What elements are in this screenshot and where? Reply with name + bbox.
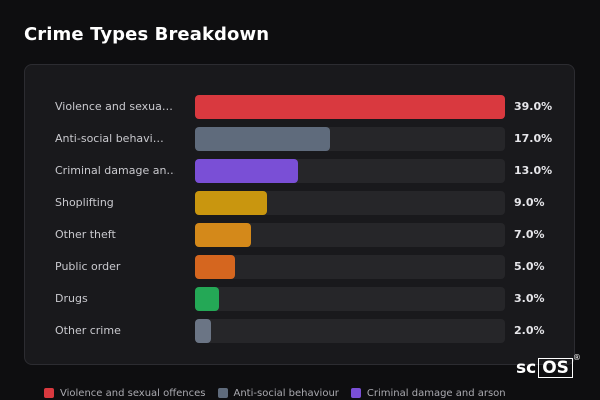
bar-track [195, 319, 505, 343]
bar-fill [195, 287, 219, 311]
bar-label: Shoplifting [55, 196, 114, 209]
bar-value-label: 9.0% [514, 196, 545, 209]
bar-label: Other crime [55, 324, 121, 337]
bar-track [195, 127, 505, 151]
logo-boxed: OS [538, 358, 573, 378]
bar-fill [195, 319, 211, 343]
legend: Violence and sexual offences Anti-social … [44, 385, 518, 400]
legend-swatch [44, 388, 54, 398]
scos-logo: sc OS ® [516, 353, 581, 379]
bar-label: Criminal damage an… [55, 164, 175, 177]
bar-track [195, 95, 505, 119]
bar-label: Anti-social behavi… [55, 132, 164, 145]
bar-track [195, 287, 505, 311]
bar-value-label: 3.0% [514, 292, 545, 305]
legend-label: Criminal damage and arson [366, 387, 506, 399]
legend-swatch [217, 388, 228, 398]
bar-value-label: 17.0% [514, 132, 553, 145]
bar-row: Shoplifting 9.0% [25, 191, 574, 215]
bar-track [195, 191, 505, 215]
bar-label: Other theft [55, 228, 116, 241]
bar-track [195, 223, 505, 247]
bar-row: Drugs 3.0% [25, 287, 574, 311]
chart-title: Crime Types Breakdown [24, 24, 270, 45]
bar-fill [195, 255, 235, 279]
bar-label: Violence and sexua… [55, 100, 173, 113]
legend-swatch [350, 388, 361, 398]
bar-value-label: 2.0% [514, 324, 545, 337]
bar-row: Violence and sexua… 39.0% [25, 95, 574, 119]
legend-item: Criminal damage and arson [350, 387, 506, 399]
bar-label: Drugs [55, 292, 88, 305]
bar-row: Other theft 7.0% [25, 223, 574, 247]
bar-value-label: 13.0% [514, 164, 553, 177]
logo-prefix: sc [516, 358, 537, 378]
bar-row: Anti-social behavi… 17.0% [25, 127, 574, 151]
logo-registered-mark: ® [572, 353, 581, 362]
bar-row: Other crime 2.0% [25, 319, 574, 343]
bar-fill [195, 95, 505, 119]
legend-item: Anti-social behaviour [217, 387, 339, 399]
legend-label: Anti-social behaviour [233, 387, 339, 399]
bar-label: Public order [55, 260, 121, 273]
bar-fill [195, 223, 251, 247]
bar-value-label: 39.0% [514, 100, 553, 113]
bar-track [195, 255, 505, 279]
bar-value-label: 7.0% [514, 228, 545, 241]
bar-fill [195, 159, 298, 183]
bar-value-label: 5.0% [514, 260, 545, 273]
legend-item: Violence and sexual offences [44, 388, 206, 399]
chart-panel: Violence and sexua… 39.0% Anti-social beha… [24, 64, 575, 365]
bar-track [195, 159, 505, 183]
bar-fill [195, 191, 267, 215]
bar-fill [195, 127, 330, 151]
bar-row: Criminal damage an… 13.0% [25, 159, 574, 183]
bar-row: Public order 5.0% [25, 255, 574, 279]
legend-label: Violence and sexual offences [60, 387, 206, 399]
